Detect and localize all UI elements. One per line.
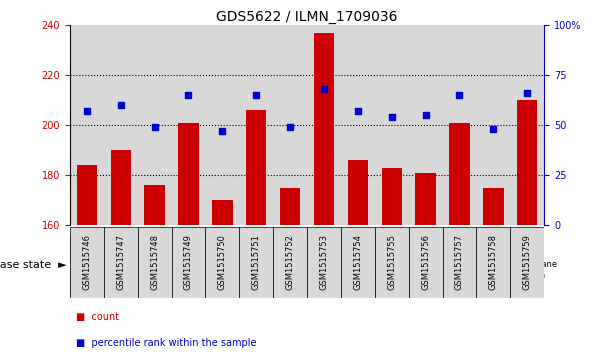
Bar [443,25,477,225]
FancyBboxPatch shape [273,227,307,298]
Point [82,108,92,114]
Text: GSM1515759: GSM1515759 [523,234,532,290]
FancyBboxPatch shape [341,227,375,298]
Text: GSM1515746: GSM1515746 [82,234,91,290]
Bar [212,200,232,225]
Point [522,90,532,96]
Bar [449,123,469,225]
Bar [409,25,443,225]
Bar [178,123,199,225]
FancyBboxPatch shape [70,227,104,298]
Text: GSM1515756: GSM1515756 [421,234,430,290]
FancyBboxPatch shape [104,227,137,298]
Bar [77,165,97,225]
Bar [206,25,240,225]
Point [319,86,329,92]
Text: ■  percentile rank within the sample: ■ percentile rank within the sample [76,338,257,348]
Bar [70,25,104,225]
FancyBboxPatch shape [307,227,341,298]
Bar [240,25,273,225]
Bar [273,25,307,225]
Bar [104,25,137,225]
Text: MDS
refractory ane
mia with: MDS refractory ane mia with [497,250,558,280]
FancyBboxPatch shape [240,227,273,298]
Text: GSM1515758: GSM1515758 [489,234,498,290]
Bar [483,188,503,225]
Bar [246,110,266,225]
FancyBboxPatch shape [477,227,510,298]
FancyBboxPatch shape [375,227,409,298]
Bar [382,168,402,225]
Title: GDS5622 / ILMN_1709036: GDS5622 / ILMN_1709036 [216,11,398,24]
Bar [510,25,544,225]
Text: GSM1515753: GSM1515753 [319,234,328,290]
Point [285,125,295,130]
Text: disease state  ►: disease state ► [0,260,67,270]
Bar [477,25,510,225]
Text: GSM1515750: GSM1515750 [218,234,227,290]
Text: GSM1515754: GSM1515754 [353,234,362,290]
Text: MDS refractory
cytopenia with
multilineage dysplasia: MDS refractory cytopenia with multilinea… [294,250,389,280]
Point [116,102,126,108]
Text: control: control [174,261,203,269]
Point [150,125,159,130]
Text: GSM1515749: GSM1515749 [184,234,193,290]
FancyBboxPatch shape [409,227,443,298]
FancyBboxPatch shape [171,227,206,298]
Bar [111,150,131,225]
Bar [341,25,375,225]
Text: MDS refractory anemia
with excess blasts-1: MDS refractory anemia with excess blasts… [394,255,491,275]
Bar [307,25,341,225]
Point [488,126,498,132]
Point [251,92,261,98]
Point [353,108,363,114]
Text: GSM1515755: GSM1515755 [387,234,396,290]
Bar [517,100,537,225]
Point [387,114,396,120]
Bar [314,33,334,225]
FancyBboxPatch shape [137,227,171,298]
FancyBboxPatch shape [307,234,375,296]
Point [184,92,193,98]
FancyBboxPatch shape [70,234,307,296]
Text: GSM1515757: GSM1515757 [455,234,464,290]
Bar [280,188,300,225]
Point [455,92,465,98]
FancyBboxPatch shape [375,234,510,296]
Point [421,113,430,118]
FancyBboxPatch shape [206,227,240,298]
FancyBboxPatch shape [510,227,544,298]
Bar [348,160,368,225]
Bar [415,173,436,225]
FancyBboxPatch shape [510,234,544,296]
Bar [375,25,409,225]
Bar [171,25,206,225]
Text: GSM1515752: GSM1515752 [286,234,295,290]
Text: ■  count: ■ count [76,312,119,322]
Text: GSM1515748: GSM1515748 [150,234,159,290]
Bar [137,25,171,225]
Text: GSM1515751: GSM1515751 [252,234,261,290]
Point [218,128,227,134]
FancyBboxPatch shape [443,227,477,298]
Text: GSM1515747: GSM1515747 [116,234,125,290]
Bar [145,185,165,225]
